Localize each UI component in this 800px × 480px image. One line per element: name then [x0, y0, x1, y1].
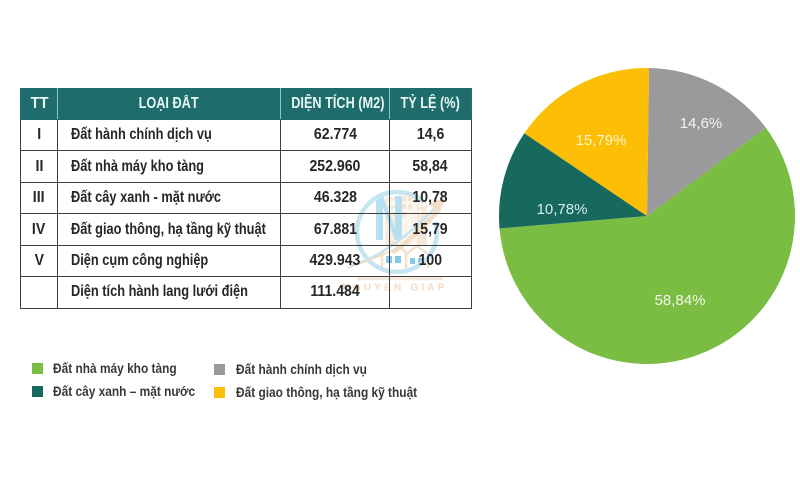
- svg-text:15,79%: 15,79%: [576, 132, 627, 149]
- svg-text:58,84%: 58,84%: [655, 292, 706, 309]
- svg-text:14,6%: 14,6%: [680, 115, 723, 132]
- svg-text:10,78%: 10,78%: [537, 201, 588, 218]
